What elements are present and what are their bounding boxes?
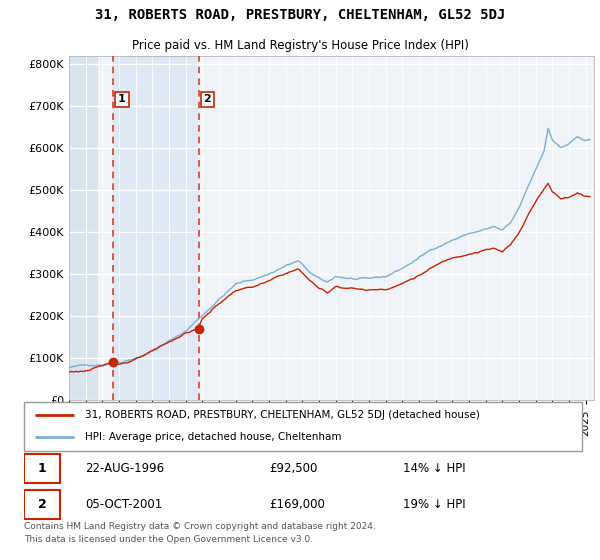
Text: 31, ROBERTS ROAD, PRESTBURY, CHELTENHAM, GL52 5DJ: 31, ROBERTS ROAD, PRESTBURY, CHELTENHAM,… xyxy=(95,8,505,22)
Text: 2: 2 xyxy=(203,95,211,105)
FancyBboxPatch shape xyxy=(24,402,582,451)
Text: Price paid vs. HM Land Registry's House Price Index (HPI): Price paid vs. HM Land Registry's House … xyxy=(131,39,469,52)
Text: £92,500: £92,500 xyxy=(269,462,318,475)
Text: HPI: Average price, detached house, Cheltenham: HPI: Average price, detached house, Chel… xyxy=(85,432,342,442)
Text: 1: 1 xyxy=(38,462,47,475)
Text: 19% ↓ HPI: 19% ↓ HPI xyxy=(403,498,466,511)
Text: 2: 2 xyxy=(38,498,47,511)
Text: 14% ↓ HPI: 14% ↓ HPI xyxy=(403,462,466,475)
Text: 05-OCT-2001: 05-OCT-2001 xyxy=(85,498,163,511)
Bar xyxy=(113,56,199,400)
Text: 31, ROBERTS ROAD, PRESTBURY, CHELTENHAM, GL52 5DJ (detached house): 31, ROBERTS ROAD, PRESTBURY, CHELTENHAM,… xyxy=(85,410,480,420)
FancyBboxPatch shape xyxy=(24,490,60,519)
Text: £169,000: £169,000 xyxy=(269,498,325,511)
Text: 22-AUG-1996: 22-AUG-1996 xyxy=(85,462,164,475)
Text: Contains HM Land Registry data © Crown copyright and database right 2024.
This d: Contains HM Land Registry data © Crown c… xyxy=(24,522,376,544)
Bar xyxy=(69,56,98,400)
Text: 1: 1 xyxy=(118,95,126,105)
FancyBboxPatch shape xyxy=(24,454,60,483)
